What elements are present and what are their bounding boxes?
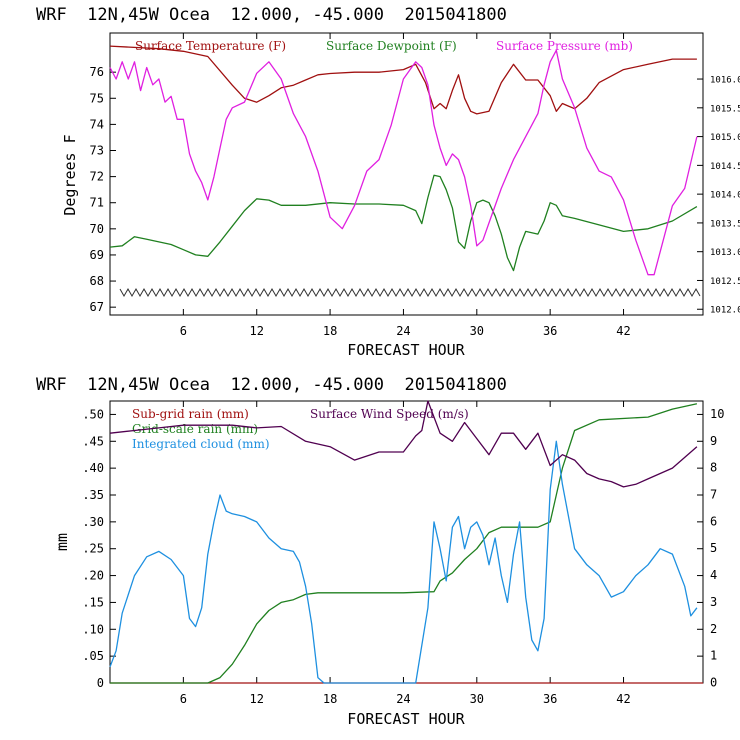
y2-tick-label: 3 [710, 595, 717, 609]
y2-tick-label: 6 [710, 514, 717, 528]
top-legend-dewpoint: Surface Dewpoint (F) [326, 39, 457, 53]
x-tick-label: 12 [249, 324, 263, 338]
y-tick-label: .50 [82, 407, 104, 421]
x-tick-label: 36 [543, 324, 557, 338]
top-plot-frame [109, 32, 704, 316]
bottom-y-axis-label: mm [53, 533, 71, 551]
y-tick-label: .30 [82, 515, 104, 529]
y-tick-label: 71 [90, 196, 104, 210]
y-tick-label: .05 [82, 649, 104, 663]
y-tick-label: .45 [82, 434, 104, 448]
top-hatch-band [119, 287, 701, 298]
series-line-2 [109, 440, 698, 684]
top-x-ticks: 6 12 18 24 30 36 42 [180, 33, 631, 338]
x-tick-label: 42 [616, 324, 630, 338]
series-line-2 [109, 49, 698, 276]
top-legend-temperature: Surface Temperature (F) [135, 39, 286, 53]
top-series-lines [109, 45, 698, 276]
y-tick-label: .20 [82, 569, 104, 583]
y2-tick-label: 1015.0 [710, 133, 740, 143]
x-tick-label: 12 [249, 692, 263, 706]
x-tick-label: 36 [543, 692, 557, 706]
top-panel: WRF 12N,45W Ocea 12.000, -45.000 2015041… [36, 5, 740, 359]
y-tick-label: 72 [90, 170, 104, 184]
bottom-series-lines [109, 400, 703, 684]
top-x-axis-label: FORECAST HOUR [347, 341, 465, 359]
bottom-panel: WRF 12N,45W Ocea 12.000, -45.000 2015041… [36, 375, 724, 728]
y2-tick-label: 1015.5 [710, 104, 740, 114]
y2-tick-label: 4 [710, 568, 717, 582]
y-tick-label: 73 [90, 144, 104, 158]
x-tick-label: 30 [470, 324, 484, 338]
bottom-y2-ticks: 0 1 2 3 4 5 6 7 8 9 10 [697, 407, 724, 690]
x-tick-label: 30 [470, 692, 484, 706]
series-line-1 [109, 174, 698, 272]
series-line-0 [109, 45, 697, 115]
y2-tick-label: 1016.0 [710, 76, 740, 86]
y2-tick-label: 1013.0 [710, 248, 740, 258]
y2-tick-label: 9 [710, 434, 717, 448]
y2-tick-label: 8 [710, 461, 717, 475]
y-tick-label: 74 [90, 117, 104, 131]
y2-tick-label: 5 [710, 541, 717, 555]
y2-tick-label: 1 [710, 649, 717, 663]
bottom-legend-subgrid-rain: Sub-grid rain (mm) [132, 407, 249, 421]
x-tick-label: 6 [180, 324, 187, 338]
bottom-x-axis-label: FORECAST HOUR [347, 710, 465, 728]
y-tick-label: .40 [82, 461, 104, 475]
series-line-1 [110, 403, 698, 684]
y2-tick-label: 1014.0 [710, 191, 740, 201]
x-tick-label: 18 [323, 324, 337, 338]
bottom-legend-wind-speed: Surface Wind Speed (m/s) [310, 407, 469, 421]
y-tick-label: .15 [82, 595, 104, 609]
bottom-chart-title: WRF 12N,45W Ocea 12.000, -45.000 2015041… [36, 375, 507, 395]
y-tick-label: 68 [90, 274, 104, 288]
top-y-ticks: 67 68 69 70 71 72 73 74 75 76 [90, 65, 116, 314]
y-tick-label: .10 [82, 622, 104, 636]
y-tick-label: .35 [82, 488, 104, 502]
y-tick-label: .25 [82, 542, 104, 556]
y2-tick-label: 0 [710, 676, 717, 690]
bottom-y-ticks: 0 .05 .10 .15 .20 .25 .30 .35 .40 .45 .50 [82, 407, 116, 690]
x-tick-label: 24 [396, 324, 410, 338]
y2-tick-label: 1013.5 [710, 219, 740, 229]
x-tick-label: 42 [616, 692, 630, 706]
top-y-axis-label: Degrees F [61, 134, 79, 215]
series-line-3 [109, 400, 698, 488]
y-tick-label: 76 [90, 65, 104, 79]
bottom-legend-integrated-cloud: Integrated cloud (mm) [132, 437, 270, 451]
y2-tick-label: 1012.0 [710, 306, 740, 316]
y-tick-label: 67 [90, 300, 104, 314]
x-tick-label: 24 [396, 692, 410, 706]
y-tick-label: 70 [90, 222, 104, 236]
y-tick-label: 69 [90, 248, 104, 262]
x-tick-label: 6 [180, 692, 187, 706]
y-tick-label: 0 [97, 676, 104, 690]
x-tick-label: 18 [323, 692, 337, 706]
y-tick-label: 75 [90, 91, 104, 105]
bottom-x-ticks: 6 12 18 24 30 36 42 [180, 401, 631, 706]
y2-tick-label: 1012.5 [710, 277, 740, 287]
top-y2-ticks: 1012.0 1012.5 1013.0 1013.5 1014.0 1014.5 1015… [697, 76, 740, 316]
y2-tick-label: 10 [710, 407, 724, 421]
y2-tick-label: 7 [710, 488, 717, 502]
y2-tick-label: 2 [710, 622, 717, 636]
y2-tick-label: 1014.5 [710, 162, 740, 172]
top-chart-title: WRF 12N,45W Ocea 12.000, -45.000 2015041… [36, 5, 507, 25]
top-legend-pressure: Surface Pressure (mb) [496, 39, 633, 53]
